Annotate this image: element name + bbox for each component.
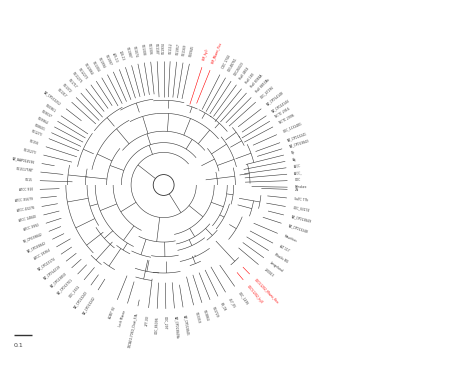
Text: Loch Maree: Loch Maree — [118, 310, 127, 327]
Text: NZ_CP013248: NZ_CP013248 — [288, 223, 309, 234]
Text: SU1273: SU1273 — [31, 130, 43, 138]
Text: NZ_CP013243: NZ_CP013243 — [73, 290, 88, 309]
Text: NZ_CP014148: NZ_CP014148 — [266, 90, 284, 106]
Text: SU11275: SU11275 — [71, 71, 83, 84]
Text: SU1934: SU1934 — [162, 42, 166, 54]
Text: SU1317: SU1317 — [56, 88, 68, 99]
Text: Hall 8388A: Hall 8388A — [250, 74, 264, 89]
Text: NCTC 2996: NCTC 2996 — [278, 114, 295, 125]
Text: SU1304: SU1304 — [91, 60, 100, 73]
Text: SU3864: SU3864 — [202, 309, 210, 322]
Text: SU1717: SU1717 — [67, 78, 77, 89]
Text: NZ_CP013850: NZ_CP013850 — [49, 271, 68, 288]
Text: SU9037: SU9037 — [40, 110, 53, 119]
Text: CDC 1744: CDC 1744 — [221, 54, 232, 69]
Text: Pahokee: Pahokee — [295, 185, 307, 189]
Text: CDC51202_Miami_flex: CDC51202_Miami_flex — [253, 278, 280, 305]
Text: CDC_S3174: CDC_S3174 — [292, 206, 310, 213]
Text: SU0945: SU0945 — [189, 45, 195, 57]
Text: AZ 117: AZ 117 — [278, 245, 290, 253]
Text: CDC_1132481: CDC_1132481 — [283, 121, 303, 134]
Text: NZ_CP014219: NZ_CP014219 — [43, 264, 62, 280]
Text: SU12273: SU12273 — [77, 67, 88, 80]
Text: NZ_CP013843: NZ_CP013843 — [288, 139, 310, 149]
Text: ATCC 3992: ATCC 3992 — [23, 223, 40, 232]
Text: SU0961: SU0961 — [44, 103, 56, 113]
Text: SU1074: SU1074 — [132, 45, 138, 57]
Text: ATCC 14840: ATCC 14840 — [18, 215, 37, 223]
Text: NZ_CP013849b: NZ_CP013849b — [173, 315, 179, 339]
Text: ATCC_: ATCC_ — [294, 171, 303, 176]
Text: SU15273: SU15273 — [23, 148, 37, 155]
Text: SU12864: SU12864 — [83, 63, 94, 76]
Text: SU1372: SU1372 — [61, 83, 73, 94]
Text: ATCC: ATCC — [293, 164, 301, 169]
Text: SU1306: SU1306 — [147, 43, 152, 55]
Text: NZ_CP013241: NZ_CP013241 — [286, 131, 307, 142]
Text: NZ_CP013252: NZ_CP013252 — [43, 90, 62, 106]
Text: SU1308: SU1308 — [139, 44, 145, 56]
Text: ATCC 910: ATCC 910 — [18, 188, 33, 192]
Text: NZ_CP013701: NZ_CP013701 — [56, 278, 74, 296]
Text: CDC26023: CDC26023 — [233, 61, 246, 76]
Text: CDC51202_hy0: CDC51202_hy0 — [246, 284, 264, 304]
Text: ATCC 35679: ATCC 35679 — [15, 197, 34, 203]
Text: NY_CP039842: NY_CP039842 — [22, 232, 43, 244]
Text: 425-13: 425-13 — [111, 52, 118, 63]
Text: Mauritius: Mauritius — [283, 234, 298, 243]
Text: SU156: SU156 — [29, 139, 40, 147]
Text: CDC48761: CDC48761 — [228, 57, 239, 73]
Text: 124-13: 124-13 — [118, 50, 125, 61]
Text: 69_08: 69_08 — [219, 302, 227, 312]
Text: SU1997: SU1997 — [104, 54, 112, 66]
Text: SU15175NT: SU15175NT — [16, 168, 34, 173]
Text: ATCC 43278: ATCC 43278 — [17, 206, 35, 213]
Text: SU1112: SU1112 — [169, 43, 173, 54]
Text: SU1987: SU1987 — [125, 47, 132, 59]
Text: Langeland: Langeland — [268, 260, 283, 273]
Text: ATCC 19364: ATCC 19364 — [34, 249, 51, 261]
Text: 457_05: 457_05 — [228, 297, 237, 309]
Text: NZ_AAP014596: NZ_AAP014596 — [11, 156, 35, 164]
Text: SU3359: SU3359 — [193, 312, 200, 324]
Text: 230013: 230013 — [263, 268, 274, 278]
Text: SU15: SU15 — [25, 178, 33, 182]
Text: CDC_297: CDC_297 — [164, 316, 168, 330]
Text: ZN: ZN — [294, 188, 299, 192]
Text: Bp: Bp — [290, 151, 295, 155]
Text: NCTC 2916: NCTC 2916 — [275, 107, 291, 119]
Text: NZ_CP039842: NZ_CP039842 — [26, 240, 47, 253]
Text: CDC_1632: CDC_1632 — [68, 284, 81, 299]
Text: SaTC 77h: SaTC 77h — [294, 197, 308, 202]
Text: CDC_86096: CDC_86096 — [154, 316, 159, 333]
Text: SU1994: SU1994 — [97, 57, 106, 69]
Text: 83F_Miami_flex: 83F_Miami_flex — [211, 41, 223, 64]
Text: 83F_hy0: 83F_hy0 — [202, 48, 210, 61]
Text: A2B7 92: A2B7 92 — [108, 306, 117, 319]
Text: SU3729: SU3729 — [211, 306, 219, 318]
Text: NZ_CP014144: NZ_CP014144 — [271, 98, 291, 113]
Text: SU1169: SU1169 — [182, 44, 188, 56]
Text: 18CA10-7060_Clost_F/A: 18CA10-7060_Clost_F/A — [127, 313, 138, 349]
Text: CDC_47190: CDC_47190 — [260, 84, 275, 99]
Text: SU1957: SU1957 — [175, 43, 181, 55]
Text: CDC: CDC — [294, 178, 301, 182]
Text: Ag: Ag — [292, 157, 296, 162]
Text: 277-00: 277-00 — [145, 315, 150, 326]
Text: SU1187: SU1187 — [154, 43, 159, 54]
Text: SU9964: SU9964 — [36, 116, 49, 125]
Text: NZ_CP013242: NZ_CP013242 — [82, 295, 96, 315]
Text: NZ_CP013845: NZ_CP013845 — [182, 314, 190, 336]
Text: Waelis BG: Waelis BG — [273, 253, 289, 264]
Text: NZ_CP013849: NZ_CP013849 — [290, 215, 312, 224]
Text: Hall 8857Ab: Hall 8857Ab — [255, 78, 271, 94]
Text: NZ_CP013174: NZ_CP013174 — [36, 257, 56, 272]
Text: SU8601: SU8601 — [33, 123, 46, 131]
Text: 0.1: 0.1 — [14, 343, 24, 348]
Text: CDC_1436: CDC_1436 — [237, 291, 249, 306]
Text: Hall 183: Hall 183 — [245, 72, 255, 84]
Text: Hall 4834: Hall 4834 — [239, 66, 251, 80]
